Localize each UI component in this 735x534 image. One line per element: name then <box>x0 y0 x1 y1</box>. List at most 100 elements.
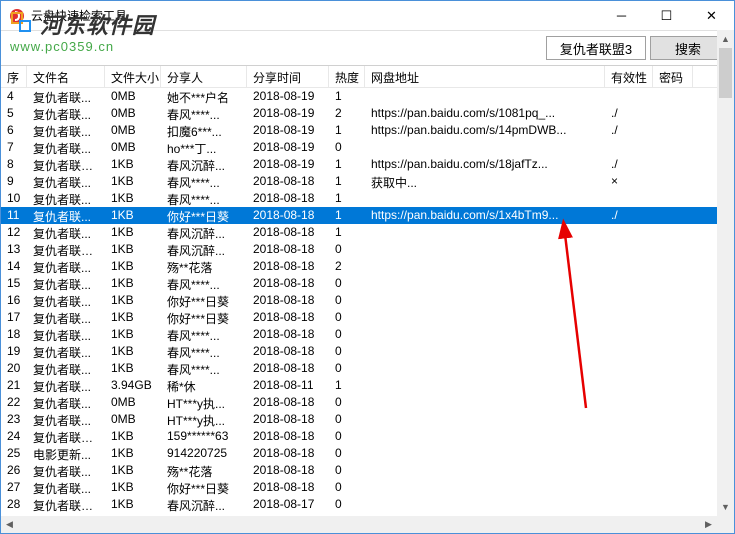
cell-name: 复仇者联... <box>27 360 105 377</box>
cell-name: 复仇者联盟3 <box>27 241 105 258</box>
table-row[interactable]: 25电影更新...1KB9142207252018-08-180 <box>1 445 734 462</box>
table-row[interactable]: 24复仇者联盟31KB159******632018-08-180 <box>1 428 734 445</box>
horizontal-scrollbar[interactable]: ◀ ▶ <box>1 516 717 533</box>
cell-heat: 0 <box>329 496 365 513</box>
table-row[interactable]: 6复仇者联...0MB扣魔6***...2018-08-191https://p… <box>1 122 734 139</box>
cell-heat: 0 <box>329 292 365 309</box>
col-header-time[interactable]: 分享时间 <box>247 66 329 87</box>
col-header-size[interactable]: 文件大小 <box>105 66 161 87</box>
cell-time: 2018-08-18 <box>247 428 329 445</box>
table-row[interactable]: 14复仇者联...1KB殇**花落2018-08-182 <box>1 258 734 275</box>
table-row[interactable]: 7复仇者联...0MBho***丁...2018-08-190 <box>1 139 734 156</box>
window-title: 云盘快速检索工具 <box>31 7 599 24</box>
col-header-seq[interactable]: 序 <box>1 66 27 87</box>
cell-size: 0MB <box>105 88 161 105</box>
cell-pwd <box>653 377 693 394</box>
cell-name: 复仇者联... <box>27 411 105 428</box>
minimize-button[interactable]: ─ <box>599 2 644 30</box>
col-header-name[interactable]: 文件名 <box>27 66 105 87</box>
table-row[interactable]: 15复仇者联...1KB春风****...2018-08-180 <box>1 275 734 292</box>
cell-name: 复仇者联... <box>27 105 105 122</box>
table-row[interactable]: 20复仇者联...1KB春风****...2018-08-180 <box>1 360 734 377</box>
cell-size: 0MB <box>105 394 161 411</box>
cell-valid: ./ <box>605 156 653 173</box>
table-row[interactable]: 5复仇者联...0MB春风****...2018-08-192https://p… <box>1 105 734 122</box>
cell-time: 2018-08-19 <box>247 156 329 173</box>
table-row[interactable]: 26复仇者联...1KB殇**花落2018-08-180 <box>1 462 734 479</box>
table-row[interactable]: 10复仇者联...1KB春风****...2018-08-181 <box>1 190 734 207</box>
close-button[interactable]: ✕ <box>689 2 734 30</box>
col-header-sharer[interactable]: 分享人 <box>161 66 247 87</box>
cell-valid <box>605 479 653 496</box>
cell-pwd <box>653 479 693 496</box>
col-header-pwd[interactable]: 密码 <box>653 66 693 87</box>
table-row[interactable]: 11复仇者联...1KB你好***日葵2018-08-181https://pa… <box>1 207 734 224</box>
titlebar: 云盘快速检索工具 ─ ☐ ✕ <box>1 1 734 31</box>
table-row[interactable]: 8复仇者联盟31KB春风沉醉...2018-08-191https://pan.… <box>1 156 734 173</box>
search-bar: 搜索 <box>1 31 734 65</box>
cell-seq: 5 <box>1 105 27 122</box>
cell-valid <box>605 343 653 360</box>
vertical-scrollbar[interactable]: ▲ ▼ <box>717 30 734 533</box>
cell-size: 3.94GB <box>105 377 161 394</box>
cell-size: 1KB <box>105 479 161 496</box>
cell-valid <box>605 428 653 445</box>
cell-seq: 10 <box>1 190 27 207</box>
table-row[interactable]: 18复仇者联...1KB春风****...2018-08-180 <box>1 326 734 343</box>
cell-seq: 9 <box>1 173 27 190</box>
cell-sharer: HT***y执... <box>161 411 247 428</box>
scroll-right-arrow[interactable]: ▶ <box>700 516 717 533</box>
cell-seq: 24 <box>1 428 27 445</box>
search-button[interactable]: 搜索 <box>650 36 726 60</box>
cell-valid <box>605 88 653 105</box>
table-row[interactable]: 23复仇者联...0MBHT***y执...2018-08-180 <box>1 411 734 428</box>
scroll-thumb[interactable] <box>719 48 732 98</box>
table-row[interactable]: 17复仇者联...1KB你好***日葵2018-08-180 <box>1 309 734 326</box>
table-row[interactable]: 4复仇者联...0MB她不***户名2018-08-191 <box>1 88 734 105</box>
cell-seq: 27 <box>1 479 27 496</box>
cell-pwd <box>653 445 693 462</box>
scroll-down-arrow[interactable]: ▼ <box>717 498 734 515</box>
table-row[interactable]: 22复仇者联...0MBHT***y执...2018-08-180 <box>1 394 734 411</box>
table-row[interactable]: 27复仇者联...1KB你好***日葵2018-08-180 <box>1 479 734 496</box>
col-header-url[interactable]: 网盘地址 <box>365 66 605 87</box>
app-window: 云盘快速检索工具 ─ ☐ ✕ 搜索 序 文件名 文件大小 分享人 分享时间 热度… <box>0 0 735 534</box>
cell-size: 1KB <box>105 462 161 479</box>
table-row[interactable]: 19复仇者联...1KB春风****...2018-08-180 <box>1 343 734 360</box>
cell-heat: 0 <box>329 241 365 258</box>
cell-size: 1KB <box>105 445 161 462</box>
col-header-heat[interactable]: 热度 <box>329 66 365 87</box>
table-row[interactable]: 12复仇者联...1KB春风沉醉...2018-08-181 <box>1 224 734 241</box>
maximize-button[interactable]: ☐ <box>644 2 689 30</box>
cell-sharer: 春风沉醉... <box>161 224 247 241</box>
table-row[interactable]: 9复仇者联...1KB春风****...2018-08-181获取中...× <box>1 173 734 190</box>
cell-sharer: 春风****... <box>161 360 247 377</box>
table-row[interactable]: 16复仇者联...1KB你好***日葵2018-08-180 <box>1 292 734 309</box>
cell-heat: 1 <box>329 173 365 190</box>
cell-size: 0MB <box>105 105 161 122</box>
cell-pwd <box>653 224 693 241</box>
col-header-valid[interactable]: 有效性 <box>605 66 653 87</box>
cell-sharer: 殇**花落 <box>161 462 247 479</box>
cell-heat: 0 <box>329 360 365 377</box>
cell-seq: 26 <box>1 462 27 479</box>
scroll-left-arrow[interactable]: ◀ <box>1 516 18 533</box>
cell-pwd <box>653 122 693 139</box>
cell-valid <box>605 224 653 241</box>
scroll-up-arrow[interactable]: ▲ <box>717 30 734 47</box>
cell-name: 复仇者联盟3 <box>27 496 105 513</box>
cell-url: https://pan.baidu.com/s/14pmDWB... <box>365 122 605 139</box>
cell-name: 复仇者联... <box>27 326 105 343</box>
cell-pwd <box>653 343 693 360</box>
search-input[interactable] <box>546 36 646 60</box>
cell-size: 1KB <box>105 258 161 275</box>
cell-time: 2018-08-18 <box>247 445 329 462</box>
cell-time: 2018-08-18 <box>247 173 329 190</box>
cell-time: 2018-08-19 <box>247 139 329 156</box>
table-row[interactable]: 13复仇者联盟31KB春风沉醉...2018-08-180 <box>1 241 734 258</box>
table-row[interactable]: 28复仇者联盟31KB春风沉醉...2018-08-170 <box>1 496 734 513</box>
cell-heat: 0 <box>329 139 365 156</box>
cell-name: 复仇者联... <box>27 275 105 292</box>
cell-heat: 0 <box>329 479 365 496</box>
table-row[interactable]: 21复仇者联...3.94GB稀*休2018-08-111 <box>1 377 734 394</box>
